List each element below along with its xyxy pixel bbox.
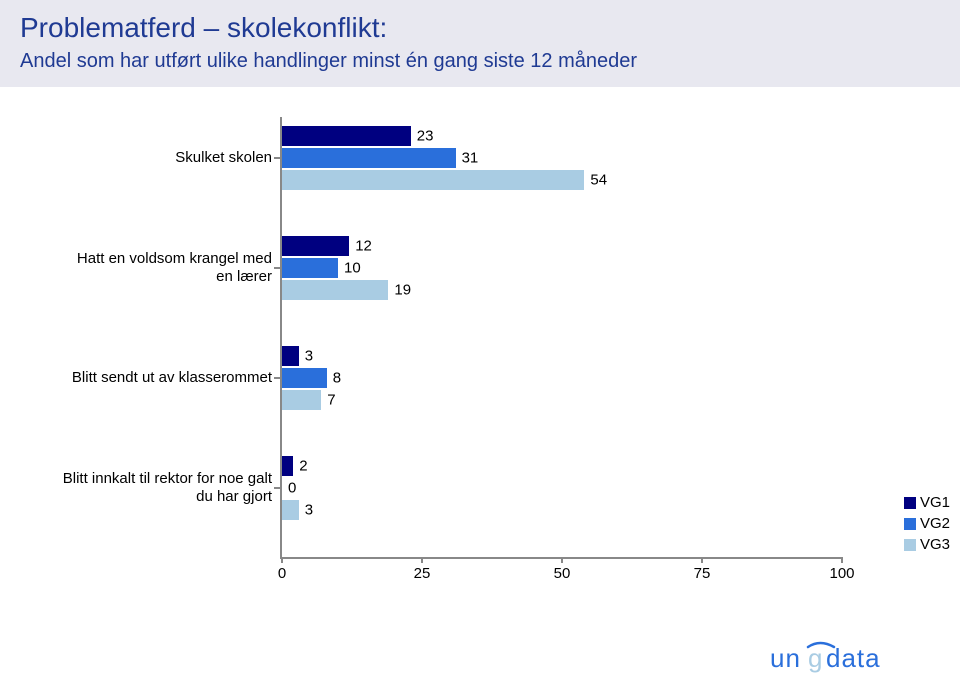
legend-label: VG1 bbox=[920, 494, 950, 511]
logo: un g data bbox=[770, 641, 930, 682]
x-tick bbox=[701, 557, 703, 563]
bar-row: 31 bbox=[282, 148, 842, 168]
x-tick-label: 25 bbox=[414, 565, 431, 582]
bar-value-label: 23 bbox=[417, 128, 434, 145]
bar-row: 23 bbox=[282, 126, 842, 146]
ungdata-logo-icon: un g data bbox=[770, 641, 930, 677]
bar-value-label: 10 bbox=[344, 260, 361, 277]
bar-value-label: 2 bbox=[299, 458, 307, 475]
bar-row: 54 bbox=[282, 170, 842, 190]
x-tick bbox=[421, 557, 423, 563]
bar bbox=[282, 346, 299, 366]
x-tick-label: 75 bbox=[694, 565, 711, 582]
legend-swatch bbox=[904, 497, 916, 509]
x-tick bbox=[281, 557, 283, 563]
category-label: Blitt sendt ut av klasserommet bbox=[62, 369, 278, 387]
bar-row: 7 bbox=[282, 390, 842, 410]
bar-value-label: 31 bbox=[462, 150, 479, 167]
legend-swatch bbox=[904, 518, 916, 530]
bar bbox=[282, 170, 584, 190]
bar bbox=[282, 148, 456, 168]
category-group: Hatt en voldsom krangel med en lærer1210… bbox=[282, 236, 842, 300]
category-group: Blitt sendt ut av klasserommet387 bbox=[282, 346, 842, 410]
x-tick bbox=[561, 557, 563, 563]
legend-item: VG2 bbox=[904, 515, 950, 532]
bar-value-label: 7 bbox=[327, 392, 335, 409]
bar-row: 12 bbox=[282, 236, 842, 256]
svg-text:un: un bbox=[770, 643, 801, 673]
bar bbox=[282, 280, 388, 300]
bar-value-label: 54 bbox=[590, 172, 607, 189]
category-label: Hatt en voldsom krangel med en lærer bbox=[62, 250, 278, 286]
bar bbox=[282, 236, 349, 256]
x-tick bbox=[841, 557, 843, 563]
legend-item: VG1 bbox=[904, 494, 950, 511]
svg-text:g: g bbox=[808, 643, 822, 673]
bar bbox=[282, 126, 411, 146]
header-bar: Problematferd – skolekonflikt: Andel som… bbox=[0, 0, 960, 87]
bar bbox=[282, 500, 299, 520]
x-tick-label: 100 bbox=[829, 565, 854, 582]
bar-value-label: 8 bbox=[333, 370, 341, 387]
legend: VG1 VG2 VG3 bbox=[904, 494, 950, 557]
bar-row: 8 bbox=[282, 368, 842, 388]
legend-label: VG3 bbox=[920, 536, 950, 553]
page-title: Problematferd – skolekonflikt: bbox=[20, 12, 940, 44]
category-group: Skulket skolen233154 bbox=[282, 126, 842, 190]
bar-row: 3 bbox=[282, 346, 842, 366]
bar-row: 0 bbox=[282, 478, 842, 498]
x-tick-label: 50 bbox=[554, 565, 571, 582]
bar bbox=[282, 368, 327, 388]
category-label: Skulket skolen bbox=[62, 149, 278, 167]
bar-row: 19 bbox=[282, 280, 842, 300]
bar-value-label: 3 bbox=[305, 348, 313, 365]
bar-row: 2 bbox=[282, 456, 842, 476]
bar-value-label: 19 bbox=[394, 282, 411, 299]
bar-value-label: 12 bbox=[355, 238, 372, 255]
bar-row: 3 bbox=[282, 500, 842, 520]
legend-label: VG2 bbox=[920, 515, 950, 532]
bar bbox=[282, 258, 338, 278]
legend-swatch bbox=[904, 539, 916, 551]
bar-chart: 0255075100Skulket skolen233154Hatt en vo… bbox=[280, 117, 842, 559]
bar-row: 10 bbox=[282, 258, 842, 278]
bar bbox=[282, 456, 293, 476]
bar-value-label: 3 bbox=[305, 502, 313, 519]
bar-value-label: 0 bbox=[288, 480, 296, 497]
category-group: Blitt innkalt til rektor for noe galt du… bbox=[282, 456, 842, 520]
chart-container: 0255075100Skulket skolen233154Hatt en vo… bbox=[60, 117, 900, 597]
page-subtitle: Andel som har utført ulike handlinger mi… bbox=[20, 50, 940, 73]
category-label: Blitt innkalt til rektor for noe galt du… bbox=[62, 470, 278, 506]
legend-item: VG3 bbox=[904, 536, 950, 553]
x-tick-label: 0 bbox=[278, 565, 286, 582]
bar bbox=[282, 390, 321, 410]
